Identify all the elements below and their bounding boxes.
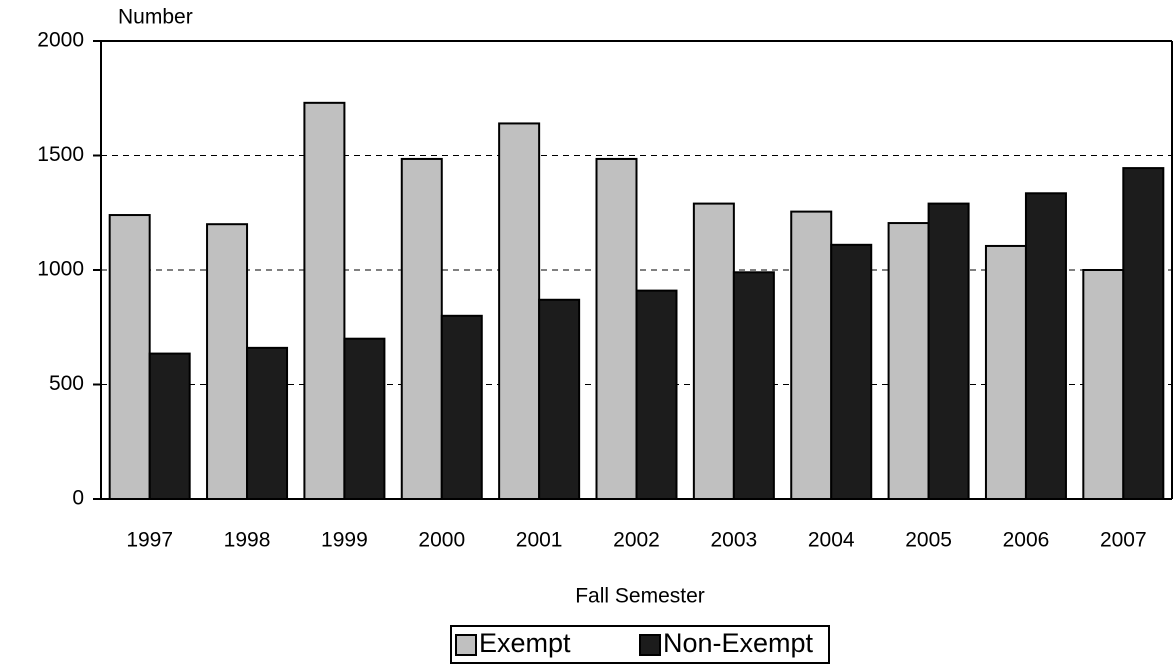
x-tick-label: 2000 <box>418 529 465 552</box>
bar <box>400 157 443 500</box>
y-tick-label: 0 <box>72 487 84 510</box>
y-axis-label: Number <box>118 6 193 29</box>
x-tick-label: 2001 <box>516 529 563 552</box>
bar <box>830 243 873 500</box>
x-tick-label: 2002 <box>613 529 660 552</box>
y-tick-label: 2000 <box>37 29 84 52</box>
bar <box>887 222 930 500</box>
x-tick-label: 2007 <box>1100 529 1147 552</box>
bar <box>498 122 541 500</box>
bar <box>206 223 249 500</box>
bar <box>732 271 775 501</box>
x-tick-label: 2004 <box>808 529 855 552</box>
bar <box>303 101 346 501</box>
bar <box>595 157 638 500</box>
bar <box>246 346 289 500</box>
bar <box>108 214 151 500</box>
x-tick-label: 1997 <box>126 529 173 552</box>
bar <box>1082 269 1125 500</box>
x-tick-label: 2003 <box>711 529 758 552</box>
bar <box>927 202 970 500</box>
y-tick-label: 1500 <box>37 143 84 166</box>
bar <box>790 210 833 500</box>
bar <box>984 244 1027 500</box>
x-tick-label: 1998 <box>224 529 271 552</box>
bar <box>148 352 191 500</box>
bar <box>1024 192 1067 500</box>
legend-swatch <box>639 634 661 656</box>
bar <box>692 202 735 500</box>
x-axis-label: Fall Semester <box>575 585 705 608</box>
legend-label: Non-Exempt <box>663 628 814 658</box>
x-tick-label: 1999 <box>321 529 368 552</box>
legend-swatch <box>455 634 477 656</box>
bar <box>343 337 386 501</box>
y-tick-label: 1000 <box>37 258 84 281</box>
legend-label: Exempt <box>479 628 571 658</box>
bar <box>635 289 678 500</box>
x-tick-label: 2005 <box>905 529 952 552</box>
bar <box>538 298 581 500</box>
bar <box>440 314 483 500</box>
y-tick-label: 500 <box>49 372 84 395</box>
x-tick-label: 2006 <box>1003 529 1050 552</box>
bar <box>1122 167 1165 500</box>
